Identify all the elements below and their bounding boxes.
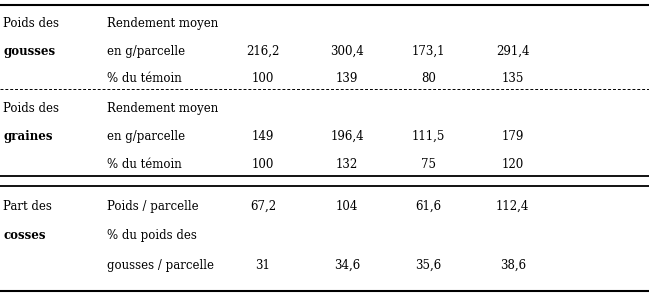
Text: Poids / parcelle: Poids / parcelle bbox=[107, 200, 199, 213]
Text: 67,2: 67,2 bbox=[250, 200, 276, 213]
Text: 120: 120 bbox=[502, 158, 524, 171]
Text: 31: 31 bbox=[256, 259, 270, 272]
Text: % du témoin: % du témoin bbox=[107, 72, 182, 85]
Text: Part des: Part des bbox=[3, 200, 52, 213]
Text: 300,4: 300,4 bbox=[330, 45, 364, 58]
Text: 34,6: 34,6 bbox=[334, 259, 360, 272]
Text: Poids des: Poids des bbox=[3, 17, 59, 30]
Text: 104: 104 bbox=[336, 200, 358, 213]
Text: % du témoin: % du témoin bbox=[107, 158, 182, 171]
Text: 35,6: 35,6 bbox=[415, 259, 441, 272]
Text: Rendement moyen: Rendement moyen bbox=[107, 102, 218, 115]
Text: 100: 100 bbox=[252, 72, 274, 85]
Text: en g/parcelle: en g/parcelle bbox=[107, 130, 185, 143]
Text: 100: 100 bbox=[252, 158, 274, 171]
Text: 216,2: 216,2 bbox=[246, 45, 280, 58]
Text: 111,5: 111,5 bbox=[411, 130, 445, 143]
Text: cosses: cosses bbox=[3, 229, 45, 242]
Text: 135: 135 bbox=[502, 72, 524, 85]
Text: graines: graines bbox=[3, 130, 53, 143]
Text: 291,4: 291,4 bbox=[496, 45, 530, 58]
Text: Rendement moyen: Rendement moyen bbox=[107, 17, 218, 30]
Text: 61,6: 61,6 bbox=[415, 200, 441, 213]
Text: Poids des: Poids des bbox=[3, 102, 59, 115]
Text: en g/parcelle: en g/parcelle bbox=[107, 45, 185, 58]
Text: % du poids des: % du poids des bbox=[107, 229, 197, 242]
Text: 139: 139 bbox=[336, 72, 358, 85]
Text: gousses: gousses bbox=[3, 45, 55, 58]
Text: gousses / parcelle: gousses / parcelle bbox=[107, 259, 214, 272]
Text: 80: 80 bbox=[421, 72, 435, 85]
Text: 196,4: 196,4 bbox=[330, 130, 364, 143]
Text: 132: 132 bbox=[336, 158, 358, 171]
Text: 112,4: 112,4 bbox=[496, 200, 530, 213]
Text: 75: 75 bbox=[421, 158, 436, 171]
Text: 38,6: 38,6 bbox=[500, 259, 526, 272]
Text: 149: 149 bbox=[252, 130, 274, 143]
Text: 173,1: 173,1 bbox=[411, 45, 445, 58]
Text: 179: 179 bbox=[502, 130, 524, 143]
